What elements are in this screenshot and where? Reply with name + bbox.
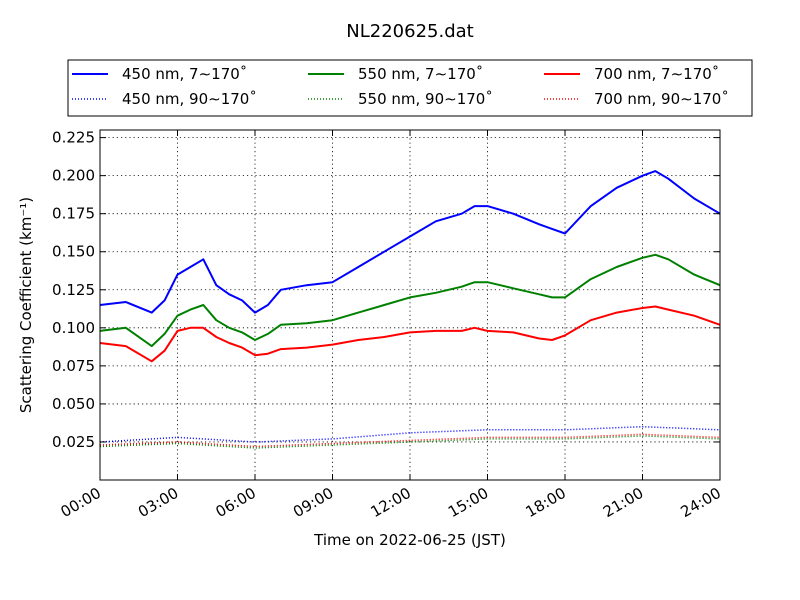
legend-label-1: 550 nm, 7∼170˚ <box>358 65 483 83</box>
series-line-1 <box>99 253 721 348</box>
x-axis-label: Time on 2022-06-25 (JST) <box>313 531 506 549</box>
y-tick-labels: 0.025 0.050 0.075 0.100 0.125 0.150 0.175 0.200… <box>52 129 95 451</box>
legend-frame <box>67 59 753 117</box>
y-tick-label: 0.100 <box>52 319 95 337</box>
y-tick-label: 0.175 <box>52 205 95 223</box>
plot-area <box>99 129 721 481</box>
legend: 450 nm, 7∼170˚ 550 nm, 7∼170˚ 700 nm, 7∼17… <box>67 59 753 117</box>
y-tick-label: 0.075 <box>52 357 95 375</box>
y-axis-label: Scattering Coefficient (km⁻¹) <box>17 197 35 413</box>
y-tick-label: 0.150 <box>52 243 95 261</box>
y-tick-label: 0.025 <box>52 433 95 451</box>
chart-title: NL220625.dat <box>346 21 473 42</box>
legend-label-4: 550 nm, 90∼170˚ <box>358 90 493 108</box>
y-tick-label: 0.125 <box>52 281 95 299</box>
legend-label-2: 700 nm, 7∼170˚ <box>594 65 719 83</box>
ticks <box>99 130 721 480</box>
series-line-0 <box>99 170 721 314</box>
legend-label-5: 700 nm, 90∼170˚ <box>594 90 729 108</box>
y-tick-label: 0.050 <box>52 395 95 413</box>
legend-label-0: 450 nm, 7∼170˚ <box>122 65 247 83</box>
series-layer <box>99 170 721 449</box>
y-tick-label: 0.200 <box>52 167 95 185</box>
legend-entries: 450 nm, 7∼170˚ 550 nm, 7∼170˚ 700 nm, 7∼17… <box>72 65 729 108</box>
legend-label-3: 450 nm, 90∼170˚ <box>122 90 257 108</box>
grid <box>100 130 720 480</box>
y-tick-label: 0.225 <box>52 129 95 147</box>
series-line-2 <box>99 305 721 363</box>
